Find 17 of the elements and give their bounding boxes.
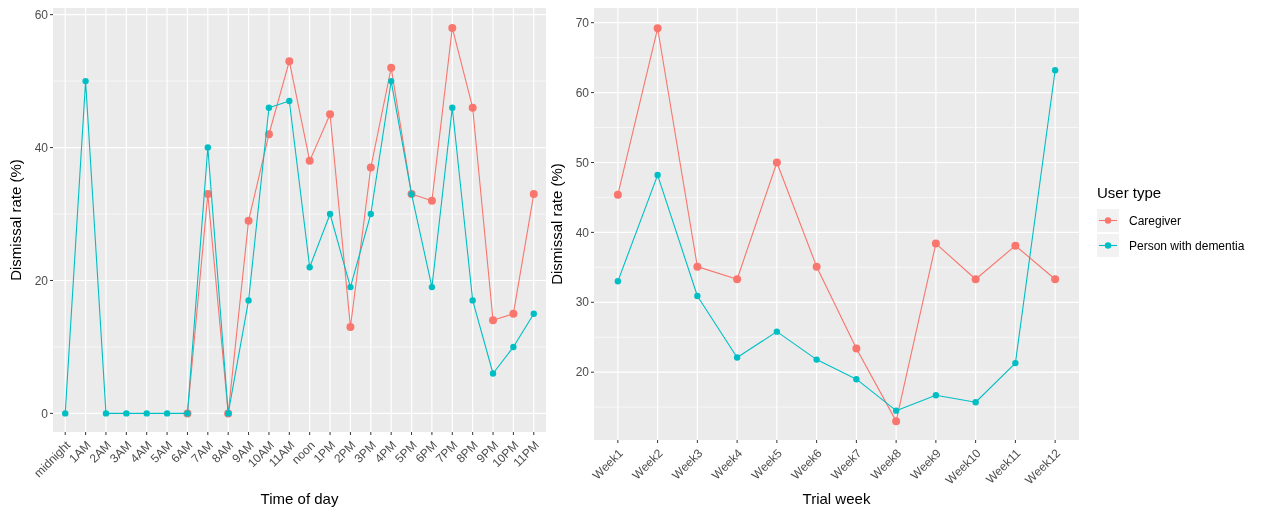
y-tick-label: 70 — [575, 15, 590, 30]
x-axis-title: Time of day — [260, 490, 339, 507]
y-axis-title: Dismissal rate (%) — [7, 159, 24, 281]
y-tick-label: 50 — [575, 155, 590, 170]
y-tick-label: 60 — [575, 85, 590, 100]
y-tick-label: 20 — [34, 273, 49, 288]
x-axis-title: Trial week — [802, 490, 871, 507]
y-tick-label: 0 — [41, 406, 49, 421]
legend-label: Caregiver — [1129, 213, 1182, 228]
y-tick-label: 40 — [575, 225, 590, 240]
y-tick-label: 40 — [34, 140, 49, 155]
y-tick-label: 20 — [575, 365, 590, 380]
legend-title: User type — [1097, 184, 1162, 201]
legend-label: Person with dementia — [1129, 238, 1245, 253]
y-tick-label: 60 — [34, 7, 49, 22]
y-tick-label: 30 — [575, 295, 590, 310]
y-axis-title: Dismissal rate (%) — [548, 163, 565, 285]
